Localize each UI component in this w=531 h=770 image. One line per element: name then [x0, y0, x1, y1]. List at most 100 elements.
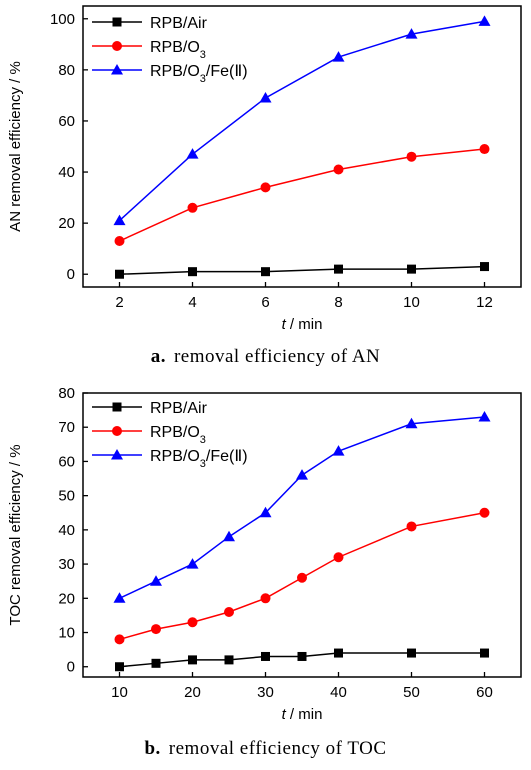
series-triangle [113, 410, 491, 603]
series-line [119, 265, 485, 275]
series-line [119, 416, 485, 599]
caption-a-letter: a. [150, 346, 166, 367]
y-tick-label: 0 [67, 659, 75, 676]
data-point [261, 267, 270, 277]
legend-label: RPB/O3/Fe(Ⅱ) [150, 448, 248, 470]
data-point [479, 507, 490, 518]
data-point [407, 264, 416, 274]
x-tick-label: 40 [330, 684, 347, 701]
y-tick-label: 20 [58, 215, 75, 232]
legend-label: RPB/O3 [150, 39, 206, 61]
data-point [188, 655, 197, 665]
legend-marker [112, 41, 122, 51]
x-axis-label: t / min [282, 706, 323, 723]
legend-label: RPB/O3/Fe(Ⅱ) [150, 63, 248, 85]
data-point [333, 164, 344, 175]
data-point [478, 410, 491, 422]
legend-marker [112, 17, 122, 27]
y-tick-label: 10 [58, 625, 75, 642]
data-point [113, 214, 126, 226]
data-point [478, 15, 491, 26]
data-point [296, 469, 308, 480]
series-circle [114, 144, 490, 247]
caption-b: b. removal efficiency of TOC [0, 738, 531, 760]
data-point [407, 648, 416, 658]
series-line [118, 20, 485, 222]
y-tick-label: 60 [58, 453, 75, 470]
caption-b-text: removal efficiency of TOC [168, 738, 387, 759]
data-point [150, 575, 162, 586]
y-axis-label: AN removal efficiency / % [7, 61, 24, 232]
legend-entry: RPB/Air [92, 400, 208, 417]
series-square [115, 648, 489, 672]
y-tick-label: 70 [58, 419, 75, 436]
caption-a: a. removal efficiency of AN [0, 346, 531, 368]
data-point [259, 506, 272, 518]
legend-label: RPB/Air [150, 400, 208, 417]
x-tick-label: 60 [476, 684, 493, 701]
series-square [115, 262, 489, 279]
series-line [119, 148, 485, 242]
x-tick-label: 12 [476, 294, 493, 311]
x-tick-label: 8 [334, 294, 342, 311]
data-point [333, 552, 344, 563]
data-point [480, 262, 489, 272]
y-tick-label: 80 [58, 62, 75, 79]
legend-entry: RPB/O3 [92, 424, 206, 446]
legend-marker [112, 426, 122, 436]
data-point [479, 144, 490, 155]
data-point [297, 651, 307, 661]
x-tick-label: 2 [115, 294, 123, 311]
data-point [224, 606, 234, 617]
legend-marker [111, 64, 123, 75]
plot-frame [82, 5, 522, 288]
caption-b-letter: b. [144, 738, 161, 759]
legend-label: RPB/Air [150, 15, 208, 32]
x-tick-label: 50 [403, 684, 420, 701]
legend-marker [111, 449, 123, 460]
caption-a-text: removal efficiency of AN [173, 346, 381, 367]
y-tick-label: 60 [58, 113, 75, 130]
y-axis-label: TOC removal efficiency / % [7, 444, 24, 625]
data-point [334, 648, 343, 658]
data-point [405, 28, 418, 39]
x-tick-label: 10 [403, 294, 420, 311]
y-tick-label: 80 [58, 385, 75, 402]
y-tick-label: 50 [58, 488, 75, 505]
series-triangle [113, 15, 491, 226]
data-point [334, 264, 343, 274]
y-tick-label: 30 [58, 556, 75, 573]
legend-entry: RPB/O3 [92, 39, 206, 61]
data-point [260, 593, 271, 604]
data-point [406, 151, 417, 162]
data-point [297, 572, 307, 583]
x-tick-label: 6 [261, 294, 269, 311]
data-point [186, 558, 199, 569]
x-axis-label: t / min [282, 316, 323, 333]
series-circle [114, 507, 490, 645]
x-tick-label: 4 [188, 294, 196, 311]
data-point [223, 530, 235, 542]
data-point [188, 267, 197, 277]
data-point [114, 634, 125, 645]
legend-label: RPB/O3 [150, 424, 206, 446]
data-point [151, 658, 161, 668]
chart-a: 2 4 6 8 10 12 0 20 40 60 80 100 t / min AN removal ef… [7, 5, 522, 333]
data-point [260, 182, 271, 193]
y-tick-label: 40 [58, 164, 75, 181]
chart-b: 10 20 30 40 50 60 0 10 20 30 40 50 60 70 80 t / min TOC … [7, 385, 522, 723]
data-point [114, 236, 125, 247]
data-point [224, 655, 234, 665]
data-point [261, 651, 270, 661]
data-point [115, 269, 124, 279]
legend-entry: RPB/O3/Fe(Ⅱ) [92, 63, 248, 85]
legend-marker [112, 402, 122, 412]
data-point [151, 624, 161, 635]
y-tick-label: 0 [67, 266, 75, 283]
data-point [480, 648, 489, 658]
plot-frame [82, 392, 522, 678]
data-point [115, 662, 124, 672]
data-point [187, 202, 198, 213]
data-point [186, 148, 199, 159]
data-point [405, 417, 418, 429]
